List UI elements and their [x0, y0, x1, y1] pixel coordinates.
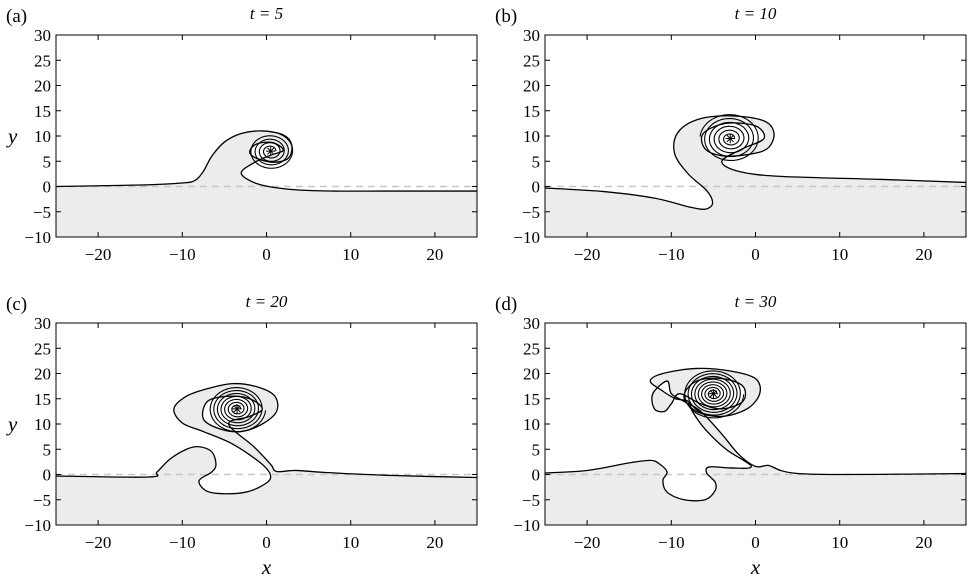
x-tick-label: 0 — [751, 245, 760, 264]
panel-label: (a) — [6, 6, 27, 27]
plot-area — [545, 367, 966, 525]
x-tick-label: 0 — [751, 533, 760, 552]
plot-area — [545, 114, 966, 237]
panel-d: −10 −5 0 5 10 15 20 25 30 −20 −10 0 10 20 t = 30 (d) x — [495, 292, 967, 579]
y-tick-label: 20 — [523, 77, 540, 96]
interface-line — [56, 382, 477, 495]
y-tick-label: 30 — [523, 26, 540, 45]
x-tick-label: −20 — [85, 533, 112, 552]
vortex-spiral — [250, 133, 294, 169]
x-tick-label: −20 — [574, 245, 601, 264]
vortex-center-marker — [709, 390, 718, 398]
y-tick-label: 0 — [532, 466, 541, 485]
panel-b: −10 −5 0 5 10 15 20 25 30 −20 −10 0 10 20 t = 10 (b) — [495, 4, 967, 264]
y-tick-label: 10 — [34, 415, 51, 434]
y-tick-label: 30 — [34, 314, 51, 333]
vortex-center-marker — [267, 147, 275, 155]
x-tick-label: −10 — [169, 245, 196, 264]
vortex-spiral — [684, 370, 745, 419]
x-tick-label: 20 — [915, 245, 932, 264]
y-tick-label: −10 — [24, 516, 51, 535]
y-tick-label: −5 — [33, 203, 51, 222]
vortex-spiral — [209, 387, 267, 433]
y-tick-label: −5 — [33, 491, 51, 510]
y-tick-label: 15 — [523, 102, 540, 121]
panel-a: −10 −5 0 5 10 15 20 25 30 −20 −10 0 10 20 t = 5 (a) y — [6, 4, 478, 264]
panel-label: (c) — [6, 294, 27, 315]
y-tick-label: 10 — [523, 127, 540, 146]
y-axis-label: y — [6, 124, 18, 148]
y-tick-label: −10 — [513, 516, 540, 535]
fluid-region — [56, 130, 477, 237]
interface-line — [545, 115, 966, 211]
x-tick-label: 20 — [426, 245, 443, 264]
fluid-region — [545, 368, 966, 525]
x-tick-label: 0 — [262, 245, 271, 264]
panel-title: t = 5 — [250, 4, 283, 23]
y-tick-label: 0 — [43, 178, 52, 197]
y-tick-label: 5 — [43, 152, 52, 171]
y-tick-label: 25 — [523, 339, 540, 358]
y-tick-label: 25 — [34, 339, 51, 358]
y-tick-label: 25 — [523, 51, 540, 70]
panel-c: −10 −5 0 5 10 15 20 25 30 −20 −10 0 10 20 t = 20 (c) y x — [6, 292, 478, 579]
panel-label: (d) — [495, 294, 517, 315]
vortex-spiral — [699, 114, 759, 162]
panel-title: t = 10 — [735, 4, 777, 23]
x-tick-label: −10 — [658, 245, 685, 264]
plot-area — [56, 382, 477, 525]
vortex-center-marker — [233, 405, 241, 413]
x-tick-label: 10 — [831, 533, 848, 552]
y-tick-label: −5 — [522, 203, 540, 222]
y-tick-label: 0 — [43, 466, 52, 485]
y-tick-label: 15 — [523, 390, 540, 409]
y-tick-label: 15 — [34, 102, 51, 121]
x-tick-label: 10 — [831, 245, 848, 264]
y-tick-label: 5 — [532, 440, 541, 459]
y-tick-label: 20 — [523, 365, 540, 384]
y-tick-label: 10 — [523, 415, 540, 434]
y-tick-label: 20 — [34, 365, 51, 384]
x-tick-label: 10 — [342, 533, 359, 552]
y-tick-label: 5 — [43, 440, 52, 459]
plot-area — [56, 130, 477, 237]
panel-label: (b) — [495, 6, 517, 27]
x-axis-label: x — [750, 555, 761, 579]
y-tick-label: 30 — [523, 314, 540, 333]
y-tick-label: 5 — [532, 152, 541, 171]
x-tick-label: −20 — [574, 533, 601, 552]
y-tick-label: 25 — [34, 51, 51, 70]
x-tick-label: 20 — [915, 533, 932, 552]
x-tick-label: −10 — [169, 533, 196, 552]
y-tick-label: −10 — [513, 228, 540, 247]
fluid-region — [56, 383, 477, 525]
fluid-region — [545, 115, 966, 237]
y-tick-label: 10 — [34, 127, 51, 146]
x-tick-label: 10 — [342, 245, 359, 264]
y-tick-label: −10 — [24, 228, 51, 247]
y-tick-label: 30 — [34, 26, 51, 45]
x-tick-label: 0 — [262, 533, 271, 552]
x-tick-label: −20 — [85, 245, 112, 264]
y-axis-label: y — [6, 412, 18, 436]
interface-line — [56, 130, 477, 192]
x-tick-label: −10 — [658, 533, 685, 552]
panel-title: t = 20 — [246, 292, 288, 311]
y-tick-label: 0 — [532, 178, 541, 197]
x-tick-label: 20 — [426, 533, 443, 552]
y-tick-label: 15 — [34, 390, 51, 409]
interface-line — [545, 367, 966, 502]
vortex-center-marker — [726, 134, 734, 143]
x-axis-label: x — [261, 555, 272, 579]
y-tick-label: 20 — [34, 77, 51, 96]
y-tick-label: −5 — [522, 491, 540, 510]
panel-title: t = 30 — [735, 292, 777, 311]
